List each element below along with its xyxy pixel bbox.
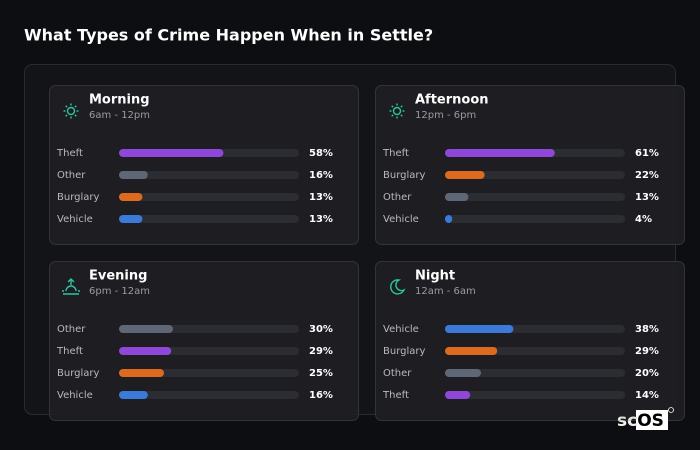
logo-text: scOS <box>617 411 664 431</box>
category-label: Burglary <box>383 170 425 181</box>
bar-track <box>119 369 299 377</box>
category-label: Theft <box>56 346 83 357</box>
panel-title: Morning <box>89 93 150 108</box>
category-label: Other <box>57 170 86 181</box>
category-label: Vehicle <box>57 214 93 225</box>
panel-subtitle: 12am - 6am <box>415 286 476 297</box>
bar <box>445 149 555 157</box>
bar <box>445 369 481 377</box>
value-label: 30% <box>309 324 333 335</box>
bar <box>119 391 148 399</box>
bar <box>119 193 143 201</box>
bar-track <box>119 193 299 201</box>
panel-subtitle: 6pm - 12am <box>89 286 150 297</box>
value-label: 38% <box>635 324 659 335</box>
bar <box>119 149 224 157</box>
icon-ray <box>65 105 68 108</box>
icon-sunset <box>62 278 80 295</box>
panel-bg <box>375 261 685 421</box>
bar-track <box>445 215 625 223</box>
bar <box>445 193 469 201</box>
category-label: Theft <box>382 148 409 159</box>
bar <box>445 391 471 399</box>
panel-icon <box>389 103 405 119</box>
icon-moon <box>390 279 406 295</box>
panel-title: Night <box>415 269 455 284</box>
category-label: Burglary <box>383 346 425 357</box>
bar <box>119 171 148 179</box>
value-label: 22% <box>635 170 659 181</box>
logo: scOS <box>617 407 674 431</box>
bar-track <box>445 171 625 179</box>
value-label: 16% <box>309 390 333 401</box>
category-label: Vehicle <box>383 324 419 335</box>
bar <box>445 325 514 333</box>
page-title: What Types of Crime Happen When in Settl… <box>24 26 433 45</box>
icon-ray <box>400 114 403 117</box>
panel-title: Afternoon <box>415 93 489 108</box>
bar <box>445 347 498 355</box>
panel: Morning 6am - 12pm Theft 58% Other 16% Burglar… <box>49 85 359 245</box>
icon-sun <box>66 106 76 116</box>
panel-icon <box>62 278 80 295</box>
value-label: 25% <box>309 368 333 379</box>
panel-icon <box>390 279 406 295</box>
category-label: Burglary <box>57 192 99 203</box>
icon-ray <box>400 105 403 108</box>
category-label: Other <box>57 324 86 335</box>
icon-ray <box>391 105 394 108</box>
bar-track <box>445 193 625 201</box>
value-label: 29% <box>635 346 659 357</box>
value-label: 58% <box>309 148 333 159</box>
bar <box>119 215 143 223</box>
category-label: Theft <box>382 390 409 401</box>
panel-bg <box>49 85 359 245</box>
bar-track <box>445 369 625 377</box>
panel: Night 12am - 6am Vehicle 38% Burglary 29% Othe… <box>375 261 685 421</box>
bar-track <box>445 391 625 399</box>
panel-title: Evening <box>89 269 147 284</box>
panel-subtitle: 6am - 12pm <box>89 110 150 121</box>
panel-bg <box>49 261 359 421</box>
bar <box>119 369 164 377</box>
category-label: Theft <box>56 148 83 159</box>
category-label: Burglary <box>57 368 99 379</box>
bar-track <box>119 391 299 399</box>
category-label: Other <box>383 368 412 379</box>
category-label: Other <box>383 192 412 203</box>
logo-box <box>636 410 668 430</box>
logo-mark <box>668 407 674 413</box>
value-label: 13% <box>635 192 659 203</box>
value-label: 13% <box>309 214 333 225</box>
bar <box>445 215 453 223</box>
value-label: 14% <box>635 390 659 401</box>
panel: Afternoon 12pm - 6pm Theft 61% Burglary 22% Ot… <box>375 85 685 245</box>
category-label: Vehicle <box>383 214 419 225</box>
value-label: 61% <box>635 148 659 159</box>
icon-ray <box>391 114 394 117</box>
panel: Evening 6pm - 12am Other 30% Theft 29% Burglar… <box>49 261 359 421</box>
value-label: 16% <box>309 170 333 181</box>
value-label: 20% <box>635 368 659 379</box>
panel-icon <box>63 103 79 119</box>
panels: Morning 6am - 12pm Theft 58% Other 16% Burglar… <box>49 85 685 421</box>
bar-track <box>119 215 299 223</box>
value-label: 13% <box>309 192 333 203</box>
bar <box>119 325 173 333</box>
icon-ray <box>74 114 77 117</box>
bar <box>119 347 172 355</box>
value-label: 4% <box>635 214 652 225</box>
category-label: Vehicle <box>57 390 93 401</box>
icon-sun <box>392 106 402 116</box>
value-label: 29% <box>309 346 333 357</box>
icon-ray <box>65 114 68 117</box>
panel-subtitle: 12pm - 6pm <box>415 110 476 121</box>
bar-track <box>119 171 299 179</box>
icon-ray <box>74 105 77 108</box>
panel-bg <box>375 85 685 245</box>
bar <box>445 171 485 179</box>
